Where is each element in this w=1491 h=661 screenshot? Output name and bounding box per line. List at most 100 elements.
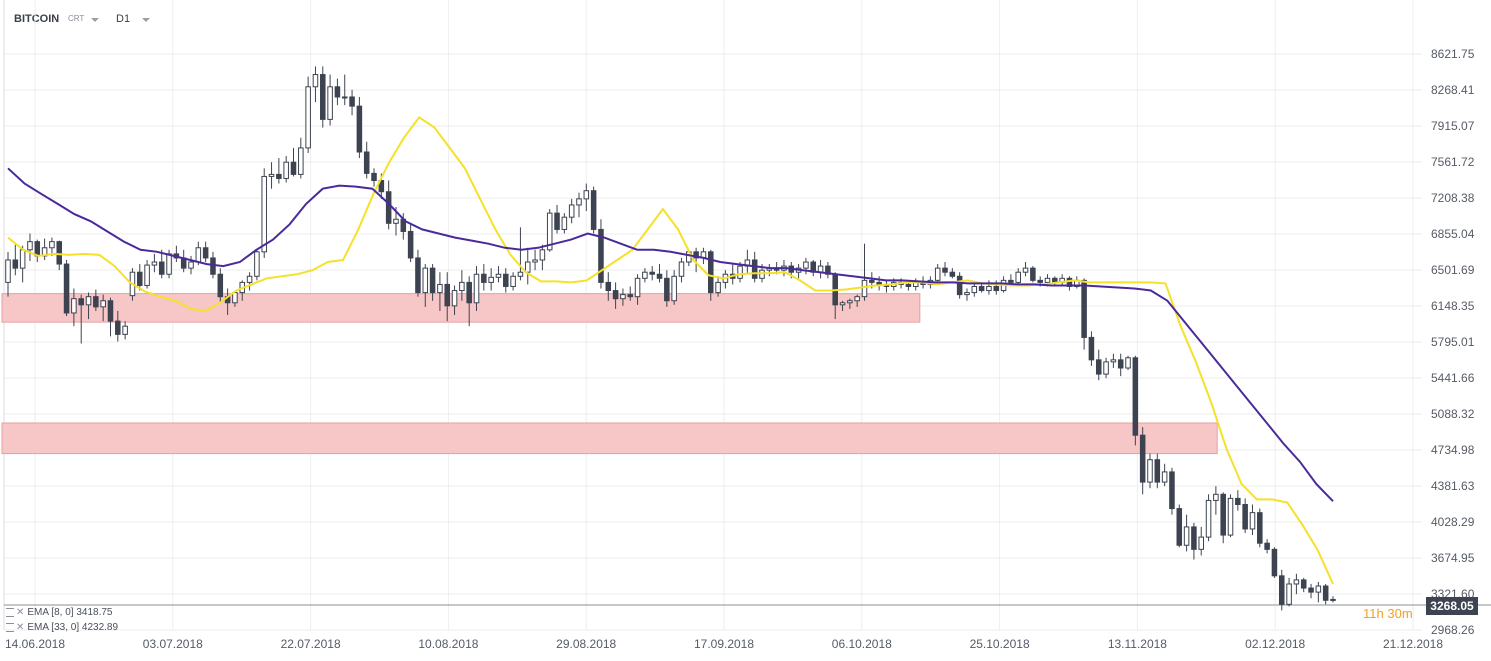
- candle-body: [693, 251, 699, 259]
- candle-body: [1286, 583, 1292, 605]
- ema-lines: [7, 115, 1334, 585]
- symbol-label[interactable]: BITCOIN: [14, 13, 60, 25]
- candle-body: [1293, 579, 1300, 585]
- indicator-settings-icon[interactable]: [6, 622, 14, 632]
- candle-body: [737, 265, 743, 279]
- candle-body: [1330, 598, 1336, 601]
- chart-type-dropdown-icon[interactable]: [91, 18, 99, 22]
- candle-body: [158, 261, 165, 275]
- candle-body: [459, 281, 465, 292]
- indicator-settings-icon[interactable]: [6, 607, 14, 617]
- candle-body: [751, 259, 758, 279]
- candle-body: [715, 281, 721, 294]
- candle-body: [298, 147, 304, 175]
- candle-body: [861, 279, 868, 298]
- candle-body: [444, 283, 450, 307]
- candle-body: [598, 228, 604, 283]
- candle-body: [1249, 512, 1256, 530]
- candle-body: [971, 285, 978, 294]
- candle-body: [1278, 575, 1285, 605]
- y-tick-label: 4381.63: [1431, 479, 1475, 493]
- candle-body: [554, 212, 560, 230]
- candle-body: [1271, 548, 1278, 577]
- candle-body: [1300, 579, 1307, 589]
- candle-body: [620, 294, 626, 300]
- candle-body: [56, 241, 63, 265]
- candle-body: [803, 261, 809, 269]
- timeframe-dropdown-icon[interactable]: [142, 18, 150, 22]
- x-tick-label: 10.08.2018: [418, 637, 478, 651]
- candle-body: [363, 151, 370, 174]
- price-zone-2: [1, 422, 1218, 455]
- candle-body: [378, 180, 385, 193]
- x-axis: 14.06.2018 03.07.2018 22.07.2018 10.08.2018…: [5, 637, 1443, 651]
- candle-body: [385, 191, 392, 224]
- candle-body: [876, 281, 882, 285]
- candle-body: [649, 271, 655, 275]
- candle-body: [488, 276, 494, 283]
- candle-body: [268, 173, 275, 177]
- countdown-minutes: 30: [1387, 606, 1402, 621]
- candle-countdown: 11h 30m: [1363, 606, 1413, 621]
- candle-body: [1227, 497, 1234, 536]
- candle-body: [12, 259, 19, 269]
- candle-body: [202, 247, 209, 259]
- candle-body: [1198, 536, 1205, 550]
- candle-body: [1205, 499, 1212, 538]
- candle-body: [869, 279, 875, 283]
- x-tick-label: 03.07.2018: [143, 637, 203, 651]
- candle-body: [1183, 526, 1190, 546]
- support-resistance-zones: [1, 293, 1218, 455]
- candle-body: [1088, 336, 1095, 361]
- candle-body: [334, 86, 341, 98]
- candle-body: [115, 320, 121, 335]
- candle-body: [1030, 267, 1036, 281]
- candle-body: [978, 285, 985, 292]
- y-tick-label: 2968.26: [1431, 623, 1475, 637]
- x-tick-label: 14.06.2018: [5, 637, 65, 651]
- candle-body: [1117, 359, 1124, 369]
- last-price-tag: 3268.05: [1426, 597, 1478, 615]
- y-tick-label: 4734.98: [1431, 443, 1475, 457]
- candle-body: [261, 175, 267, 253]
- candle-body: [283, 161, 289, 179]
- remove-indicator-icon[interactable]: ✕: [16, 622, 25, 633]
- chart-type-selector[interactable]: CRT: [68, 14, 85, 23]
- candle-body: [1110, 359, 1117, 363]
- candle-body: [122, 325, 128, 335]
- x-tick-label: 21.12.2018: [1383, 637, 1443, 651]
- candle-body: [210, 257, 216, 275]
- candle-body: [539, 249, 546, 261]
- y-tick-label: 6148.35: [1431, 299, 1475, 313]
- candle-body: [188, 261, 194, 269]
- candle-body: [78, 298, 84, 306]
- candle-body: [415, 257, 421, 294]
- legend-ema-fast-params: [8, 0]: [51, 607, 74, 618]
- candle-body: [707, 251, 714, 294]
- timeframe-selector[interactable]: D1: [116, 13, 131, 25]
- candle-body: [1008, 279, 1014, 283]
- candle-body: [532, 259, 538, 263]
- candle-body: [5, 259, 11, 283]
- candle-body: [934, 267, 941, 281]
- y-tick-label: 6855.04: [1431, 227, 1475, 241]
- y-axis: 8621.75 8268.41 7915.07 7561.72 7208.38 6855.…: [1431, 47, 1475, 637]
- y-tick-label: 3674.95: [1431, 551, 1475, 565]
- candlestick-series: [5, 66, 1336, 611]
- x-tick-label: 17.09.2018: [694, 637, 754, 651]
- candle-body: [166, 253, 172, 275]
- candle-body: [576, 198, 582, 206]
- candle-body: [583, 190, 590, 200]
- candle-body: [568, 204, 575, 218]
- candle-body: [1125, 357, 1131, 369]
- candle-body: [1044, 277, 1051, 283]
- candle-body: [561, 216, 568, 230]
- candle-body: [1015, 271, 1021, 283]
- candle-body: [854, 296, 860, 302]
- candle-body: [1264, 542, 1270, 550]
- remove-indicator-icon[interactable]: ✕: [16, 607, 25, 618]
- candle-body: [217, 273, 224, 298]
- candle-body: [627, 294, 634, 298]
- candle-body: [524, 261, 531, 273]
